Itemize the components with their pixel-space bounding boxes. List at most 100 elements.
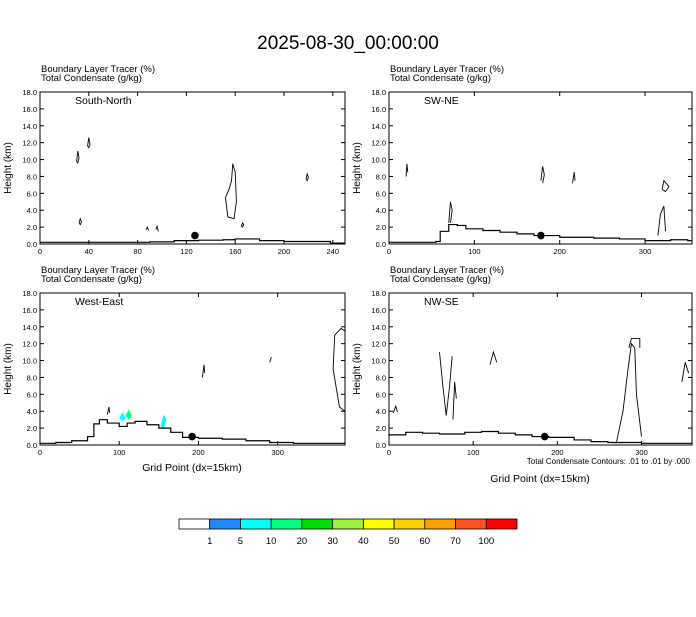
y-tick-label: 16.0: [371, 105, 386, 114]
x-tick-label: 200: [551, 448, 564, 457]
colorbar-box: [270, 518, 303, 530]
terrain-line: [40, 238, 345, 244]
condensate-contour: [439, 352, 453, 416]
x-axis-label: Grid Point (dx=15km): [142, 462, 242, 474]
colorbar-label: 70: [450, 536, 461, 547]
x-tick-label: 300: [271, 448, 284, 457]
y-tick-label: 6.0: [376, 390, 386, 399]
x-tick-label: 0: [38, 247, 42, 256]
colorbar-box: [301, 518, 334, 530]
colorbar-box: [485, 518, 518, 530]
location-marker: [540, 432, 549, 441]
x-tick-label: 240: [327, 247, 340, 256]
plot-frame: [39, 91, 346, 245]
y-tick-label: 16.0: [22, 306, 37, 315]
panel-header-tracer: Boundary Layer Tracer (%): [41, 265, 155, 276]
condensate-contour: [615, 342, 642, 444]
panel-west-east: Boundary Layer Tracer (%)Total Condensat…: [3, 265, 346, 474]
x-tick-label: 100: [113, 448, 126, 457]
y-tick-label: 8.0: [27, 172, 37, 181]
location-marker: [188, 432, 196, 441]
panel-name: West-East: [75, 296, 123, 308]
condensate-contour: [489, 350, 498, 365]
colorbar-box: [362, 518, 395, 530]
x-tick-label: 200: [278, 247, 291, 256]
panels: Boundary Layer Tracer (%)Total Condensat…: [3, 64, 693, 485]
y-tick-label: 12.0: [22, 139, 37, 148]
y-axis-label: Height (km): [352, 142, 363, 194]
condensate-contour: [681, 362, 690, 382]
y-tick-label: 18.0: [371, 88, 386, 97]
tracer-fill: [125, 409, 132, 420]
y-tick-label: 6.0: [376, 189, 386, 198]
condensate-contour: [201, 364, 206, 378]
condensate-contour: [224, 163, 237, 220]
panel-header-condensate: Total Condensate (g/kg): [41, 73, 142, 84]
x-tick-label: 300: [635, 448, 648, 457]
y-tick-label: 8.0: [27, 373, 37, 382]
panel-header-tracer: Boundary Layer Tracer (%): [390, 64, 504, 75]
condensate-contour: [78, 217, 82, 226]
colorbar-label: 50: [389, 536, 400, 547]
colorbar-label: 60: [420, 536, 431, 547]
x-tick-label: 0: [38, 448, 42, 457]
x-tick-label: 200: [553, 247, 566, 256]
panel-header-condensate: Total Condensate (g/kg): [390, 274, 491, 285]
y-tick-label: 12.0: [22, 340, 37, 349]
colorbar-label: 100: [478, 536, 494, 547]
condensate-contour: [269, 357, 272, 363]
panel-header-tracer: Boundary Layer Tracer (%): [41, 64, 155, 75]
y-tick-label: 10.0: [22, 357, 37, 366]
x-tick-label: 40: [85, 247, 93, 256]
condensate-contour: [155, 224, 159, 232]
condensate-contour: [657, 205, 666, 236]
location-marker: [537, 231, 545, 240]
y-tick-label: 18.0: [22, 88, 37, 97]
condensate-contour: [76, 151, 80, 164]
y-tick-label: 2.0: [27, 424, 37, 433]
y-tick-label: 14.0: [22, 122, 37, 131]
y-tick-label: 14.0: [22, 323, 37, 332]
y-tick-label: 14.0: [371, 122, 386, 131]
panel-name: SW-NE: [424, 95, 459, 107]
x-tick-label: 0: [387, 448, 391, 457]
x-tick-label: 80: [133, 247, 141, 256]
condensate-contour: [240, 221, 245, 228]
condensate-contour: [452, 381, 457, 420]
y-tick-label: 8.0: [376, 172, 386, 181]
condensate-contour: [87, 137, 91, 149]
y-axis-label: Height (km): [3, 343, 14, 395]
colorbar-box: [209, 518, 241, 530]
y-axis-label: Height (km): [3, 142, 14, 194]
y-tick-label: 4.0: [376, 407, 386, 416]
condensate-contour: [106, 406, 111, 415]
y-tick-label: 0.0: [27, 240, 37, 249]
colorbar-label: 10: [266, 536, 277, 547]
tracer-fill: [160, 414, 167, 429]
x-tick-label: 160: [229, 247, 242, 256]
y-tick-label: 4.0: [376, 206, 386, 215]
y-tick-label: 12.0: [371, 139, 386, 148]
y-tick-label: 10.0: [22, 156, 37, 165]
colorbar-box: [455, 518, 487, 530]
y-tick-label: 18.0: [22, 289, 37, 298]
y-tick-label: 6.0: [27, 189, 37, 198]
condensate-contour: [392, 404, 398, 414]
y-tick-label: 16.0: [371, 306, 386, 315]
colorbar-label: 1: [207, 536, 212, 547]
plot-frame: [388, 91, 693, 245]
condensate-contour: [628, 338, 641, 349]
y-tick-label: 10.0: [371, 156, 386, 165]
figure-title: 2025-08-30_00:00:00: [257, 33, 439, 54]
plot-frame: [388, 292, 693, 446]
terrain-line: [389, 430, 692, 444]
y-tick-label: 0.0: [27, 441, 37, 450]
panel-header-condensate: Total Condensate (g/kg): [41, 274, 142, 285]
panel-south-north: Boundary Layer Tracer (%)Total Condensat…: [3, 64, 346, 256]
colorbar-label: 20: [297, 536, 308, 547]
x-tick-label: 200: [192, 448, 205, 457]
panel-name: NW-SE: [424, 296, 459, 308]
y-tick-label: 16.0: [22, 105, 37, 114]
